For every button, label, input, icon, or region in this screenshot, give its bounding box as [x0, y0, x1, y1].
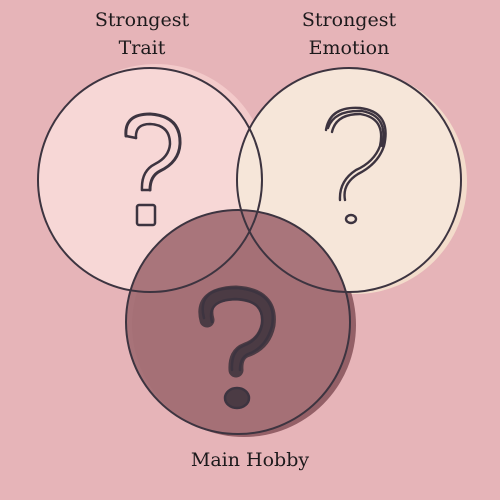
label-strongest-trait: Strongest Trait: [72, 6, 212, 62]
label-main-hobby: Main Hobby: [150, 446, 350, 474]
label-strongest-trait-line1: Strongest: [94, 9, 190, 31]
hobby-circle-outline: [125, 209, 351, 435]
label-strongest-emotion-line1: Strongest: [301, 9, 397, 31]
label-main-hobby-text: Main Hobby: [190, 449, 310, 471]
label-strongest-emotion: Strongest Emotion: [279, 6, 419, 62]
question-mark-icon: [121, 111, 183, 227]
question-mark-icon: [198, 285, 276, 410]
emotion-circle-outline: [236, 67, 462, 293]
hobby-circle-fill: [126, 210, 350, 434]
label-strongest-emotion-line2: Emotion: [308, 37, 390, 59]
question-mark-icon: [324, 106, 387, 225]
label-strongest-trait-line2: Trait: [118, 37, 166, 59]
trait-circle-outline: [37, 67, 263, 293]
